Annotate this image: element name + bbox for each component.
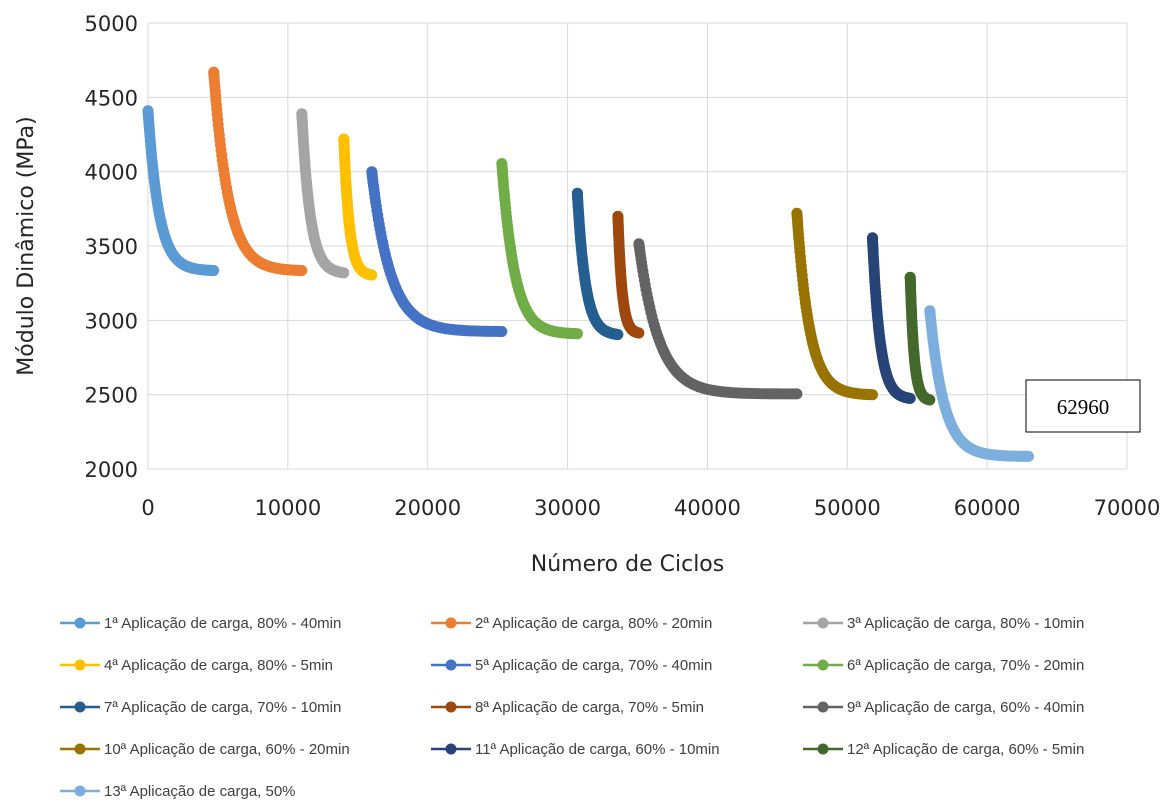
x-tick-label: 0: [141, 496, 154, 520]
series-2: [208, 66, 308, 276]
series-12: [904, 271, 936, 406]
data-point: [904, 392, 916, 404]
series-9: [633, 238, 803, 400]
y-tick-label: 5000: [85, 12, 138, 36]
x-tick-label: 50000: [814, 496, 881, 520]
legend-label: 13ª Aplicação de carga, 50%: [104, 783, 296, 800]
series-3: [296, 108, 350, 279]
legend-item: 3ª Aplicação de carga, 80% - 10min: [803, 615, 1084, 632]
data-point: [867, 389, 878, 401]
y-tick-label: 2000: [85, 458, 138, 482]
legend-label: 10ª Aplicação de carga, 60% - 20min: [104, 741, 350, 758]
data-point: [924, 394, 936, 406]
series-8: [612, 210, 645, 339]
x-tick-label: 30000: [534, 496, 601, 520]
legend-swatch-marker: [817, 743, 829, 755]
legend-label: 8ª Aplicação de carga, 70% - 5min: [475, 699, 704, 716]
legend-swatch-marker: [445, 659, 457, 671]
x-tick-label: 20000: [394, 496, 461, 520]
data-point: [1023, 450, 1034, 462]
data-point: [496, 326, 508, 337]
series-1: [142, 105, 220, 276]
legend-label: 3ª Aplicação de carga, 80% - 10min: [847, 615, 1084, 632]
y-tick-label: 4500: [85, 86, 138, 110]
annotation-label: 62960: [1057, 395, 1110, 419]
legend: 1ª Aplicação de carga, 80% - 40min 2ª Apl…: [60, 615, 1084, 800]
legend-item: 1ª Aplicação de carga, 80% - 40min: [60, 615, 341, 632]
legend-item: 4ª Aplicação de carga, 80% - 5min: [60, 657, 333, 674]
legend-label: 11ª Aplicação de carga, 60% - 10min: [475, 741, 720, 758]
legend-item: 11ª Aplicação de carga, 60% - 10min: [431, 741, 720, 758]
series-7: [571, 187, 624, 340]
data-point: [612, 329, 624, 340]
legend-item: 7ª Aplicação de carga, 70% - 10min: [60, 699, 341, 716]
legend-swatch-marker: [817, 659, 829, 671]
y-axis-title: Módulo Dinâmico (MPa): [14, 116, 39, 375]
legend-item: 6ª Aplicação de carga, 70% - 20min: [803, 657, 1084, 674]
series-5: [366, 166, 508, 337]
legend-swatch-marker: [817, 701, 829, 713]
legend-item: 2ª Aplicação de carga, 80% - 20min: [431, 615, 712, 632]
series-10: [791, 207, 878, 401]
x-tick-label: 60000: [954, 496, 1021, 520]
legend-label: 5ª Aplicação de carga, 70% - 40min: [475, 657, 712, 674]
x-tick-label: 70000: [1094, 496, 1161, 520]
legend-swatch-marker: [445, 617, 457, 629]
legend-swatch-marker: [74, 659, 86, 671]
series-6: [496, 158, 583, 340]
legend-label: 9ª Aplicação de carga, 60% - 40min: [847, 699, 1084, 716]
legend-item: 13ª Aplicação de carga, 50%: [60, 783, 296, 800]
legend-item: 8ª Aplicação de carga, 70% - 5min: [431, 699, 704, 716]
series-line: [370, 171, 502, 333]
legend-label: 4ª Aplicação de carga, 80% - 5min: [104, 657, 333, 674]
y-tick-label: 3000: [85, 309, 138, 333]
legend-swatch-marker: [74, 785, 86, 797]
legend-item: 5ª Aplicação de carga, 70% - 40min: [431, 657, 712, 674]
legend-swatch-marker: [74, 743, 86, 755]
legend-label: 12ª Aplicação de carga, 60% - 5min: [847, 741, 1084, 758]
data-point: [571, 328, 583, 340]
x-tick-label: 40000: [674, 496, 741, 520]
legend-label: 7ª Aplicação de carga, 70% - 10min: [104, 699, 341, 716]
data-point: [366, 269, 378, 281]
legend-swatch-marker: [74, 701, 86, 713]
x-tick-label: 10000: [254, 496, 321, 520]
y-tick-label: 3500: [85, 235, 138, 259]
series-layer: [142, 66, 1034, 462]
annotation-box: 62960: [1025, 379, 1141, 433]
legend-swatch-marker: [445, 743, 457, 755]
data-point: [338, 267, 350, 279]
series-4: [338, 133, 378, 281]
legend-item: 10ª Aplicação de carga, 60% - 20min: [60, 741, 350, 758]
legend-label: 2ª Aplicação de carga, 80% - 20min: [475, 615, 712, 632]
legend-swatch-marker: [74, 617, 86, 629]
legend-label: 6ª Aplicação de carga, 70% - 20min: [847, 657, 1084, 674]
gridlines: [147, 22, 1128, 470]
series-line: [637, 243, 797, 395]
legend-item: 12ª Aplicação de carga, 60% - 5min: [803, 741, 1084, 758]
legend-label: 1ª Aplicação de carga, 80% - 40min: [104, 615, 341, 632]
y-tick-label: 2500: [85, 384, 138, 408]
x-axis-title: Número de Ciclos: [531, 552, 724, 577]
legend-item: 9ª Aplicação de carga, 60% - 40min: [803, 699, 1084, 716]
data-point: [296, 265, 308, 276]
legend-swatch-marker: [817, 617, 829, 629]
y-tick-label: 4000: [85, 161, 138, 185]
annotation-rect: [1025, 379, 1141, 433]
series-11: [867, 232, 916, 404]
data-point: [633, 327, 645, 339]
data-point: [791, 388, 803, 400]
legend-swatch-marker: [445, 701, 457, 713]
series-13: [924, 305, 1034, 462]
data-point: [208, 265, 220, 276]
